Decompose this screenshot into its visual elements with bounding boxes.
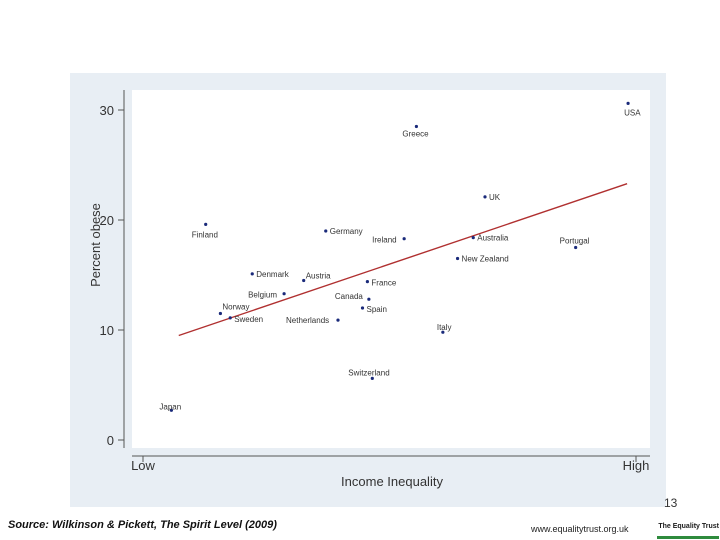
data-point-netherlands <box>336 318 340 322</box>
point-label-netherlands: Netherlands <box>286 316 329 325</box>
data-point-spain <box>360 306 365 310</box>
data-point-finland <box>204 222 208 226</box>
scatter-chart: USA Greece UK Finland Germany Ireland Australi… <box>88 90 650 489</box>
data-point-australia <box>471 236 475 240</box>
point-label-canada: Canada <box>335 292 364 301</box>
data-point-portugal <box>574 245 578 250</box>
point-label-finland: Finland <box>192 230 218 239</box>
point-label-denmark: Denmark <box>256 270 289 279</box>
point-label-japan: Japan <box>159 402 181 411</box>
point-label-italy: Italy <box>437 323 452 332</box>
point-label-spain: Spain <box>367 305 387 314</box>
data-point-belgium <box>282 292 286 296</box>
y-tick-label: 10 <box>100 323 114 338</box>
point-label-belgium: Belgium <box>248 291 277 300</box>
data-point-japan <box>169 408 173 412</box>
y-tick-label: 30 <box>100 103 114 118</box>
point-label-greece: Greece <box>402 130 429 139</box>
point-label-ireland: Ireland <box>372 236 396 245</box>
data-point-france <box>365 280 369 284</box>
point-label-austria: Austria <box>306 272 331 281</box>
y-tick-label: 0 <box>107 433 114 448</box>
point-label-france: France <box>371 279 396 288</box>
y-tick-label: 20 <box>100 213 114 228</box>
point-label-portugal: Portugal <box>560 237 590 246</box>
data-point-germany <box>324 229 328 233</box>
data-point-switzerland <box>370 376 374 380</box>
trend-line <box>178 183 628 337</box>
point-label-sweden: Sweden <box>234 315 263 324</box>
x-tick-label-high: High <box>623 458 650 473</box>
x-tick-label-low: Low <box>131 458 155 473</box>
x-axis-title: Income Inequality <box>341 474 443 489</box>
data-point-ireland <box>402 237 406 241</box>
point-label-uk: UK <box>489 193 501 202</box>
equality-trust-logo: The Equality Trust <box>657 518 719 539</box>
data-point-austria <box>302 278 306 283</box>
data-point-canada <box>367 297 371 301</box>
plot-area <box>132 90 650 448</box>
data-point-denmark <box>250 272 254 276</box>
point-label-norway: Norway <box>222 303 249 312</box>
data-point-italy <box>441 330 445 334</box>
data-point-greece <box>414 124 418 129</box>
slide-number: 13 <box>664 496 678 510</box>
chart-panel: USA Greece UK Finland Germany Ireland Australi… <box>70 73 666 507</box>
data-point-new-zealand <box>455 256 460 261</box>
point-label-new-zealand: New Zealand <box>462 255 509 264</box>
data-point-norway <box>218 311 222 316</box>
point-label-switzerland: Switzerland <box>348 368 389 377</box>
point-label-germany: Germany <box>330 227 363 236</box>
data-point-uk <box>483 195 487 199</box>
y-axis-title: Percent obese <box>88 203 103 287</box>
data-point-usa <box>626 101 630 105</box>
website-link[interactable]: www.equalitytrust.org.uk <box>531 524 629 534</box>
point-label-australia: Australia <box>477 234 509 243</box>
point-label-usa: USA <box>624 108 641 117</box>
data-point-sweden <box>228 316 232 320</box>
source-citation: Source: Wilkinson & Pickett, The Spirit … <box>8 519 277 531</box>
